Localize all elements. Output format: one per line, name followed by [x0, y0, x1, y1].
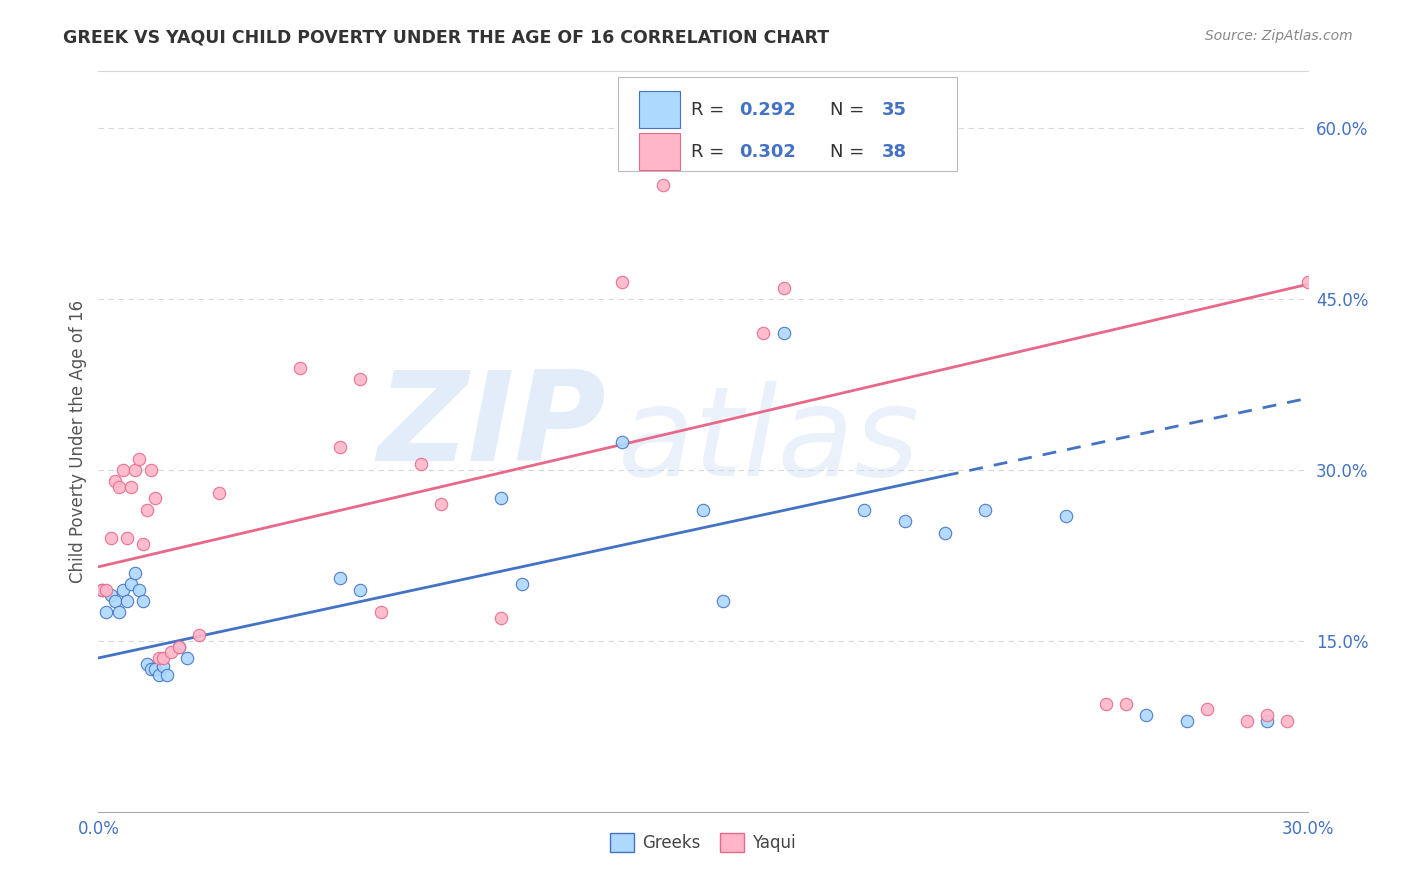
Point	[612, 275, 634, 289]
Point	[176, 651, 198, 665]
Point	[100, 588, 122, 602]
Point	[107, 606, 129, 620]
Point	[115, 532, 138, 546]
Point	[1135, 707, 1157, 722]
Point	[329, 440, 352, 454]
Point	[96, 582, 118, 597]
Point	[1175, 714, 1198, 728]
Point	[651, 178, 673, 193]
Point	[115, 594, 138, 608]
Text: R =: R =	[690, 143, 730, 161]
Point	[128, 451, 150, 466]
Point	[1236, 714, 1258, 728]
Point	[772, 326, 794, 341]
Point	[711, 594, 734, 608]
Text: atlas: atlas	[619, 381, 921, 502]
Point	[100, 532, 122, 546]
Point	[208, 485, 231, 500]
Point	[167, 640, 190, 654]
Legend: Greeks, Yaqui: Greeks, Yaqui	[603, 826, 803, 859]
Point	[148, 651, 170, 665]
Text: ZIP: ZIP	[378, 367, 606, 487]
Point	[111, 463, 134, 477]
FancyBboxPatch shape	[638, 134, 681, 170]
Point	[132, 594, 155, 608]
Point	[752, 326, 775, 341]
Point	[91, 582, 114, 597]
Y-axis label: Child Poverty Under the Age of 16: Child Poverty Under the Age of 16	[69, 300, 87, 583]
Point	[96, 606, 118, 620]
FancyBboxPatch shape	[619, 77, 957, 171]
Point	[1296, 275, 1319, 289]
Point	[91, 582, 114, 597]
Text: N =: N =	[830, 143, 870, 161]
FancyBboxPatch shape	[638, 92, 681, 128]
Text: 35: 35	[882, 101, 907, 119]
Point	[143, 491, 166, 506]
Point	[139, 463, 162, 477]
Text: 0.302: 0.302	[740, 143, 796, 161]
Point	[510, 577, 533, 591]
Point	[491, 491, 513, 506]
Point	[1115, 697, 1137, 711]
Point	[893, 514, 915, 528]
Point	[934, 525, 956, 540]
Point	[612, 434, 634, 449]
Point	[430, 497, 453, 511]
Point	[167, 640, 190, 654]
Point	[135, 657, 157, 671]
Point	[132, 537, 155, 551]
Point	[1277, 714, 1299, 728]
Point	[148, 668, 170, 682]
Text: 38: 38	[882, 143, 907, 161]
Point	[772, 281, 794, 295]
Point	[135, 503, 157, 517]
Point	[1256, 707, 1278, 722]
Point	[156, 668, 179, 682]
Point	[974, 503, 997, 517]
Point	[103, 475, 125, 489]
Point	[143, 662, 166, 676]
Point	[853, 503, 876, 517]
Text: Source: ZipAtlas.com: Source: ZipAtlas.com	[1205, 29, 1353, 43]
Point	[160, 645, 183, 659]
Point	[349, 582, 371, 597]
Point	[120, 577, 142, 591]
Point	[128, 582, 150, 597]
Point	[188, 628, 211, 642]
Point	[692, 503, 714, 517]
Point	[120, 480, 142, 494]
Point	[152, 651, 174, 665]
Text: N =: N =	[830, 101, 870, 119]
Point	[288, 360, 311, 375]
Text: R =: R =	[690, 101, 730, 119]
Point	[329, 571, 352, 585]
Point	[349, 372, 371, 386]
Point	[139, 662, 162, 676]
Point	[152, 659, 174, 673]
Point	[1054, 508, 1077, 523]
Point	[1195, 702, 1218, 716]
Text: GREEK VS YAQUI CHILD POVERTY UNDER THE AGE OF 16 CORRELATION CHART: GREEK VS YAQUI CHILD POVERTY UNDER THE A…	[63, 29, 830, 46]
Text: 0.292: 0.292	[740, 101, 796, 119]
Point	[124, 463, 146, 477]
Point	[409, 458, 432, 472]
Point	[111, 582, 134, 597]
Point	[103, 594, 125, 608]
Point	[1256, 714, 1278, 728]
Point	[370, 606, 392, 620]
Point	[124, 566, 146, 580]
Point	[107, 480, 129, 494]
Point	[491, 611, 513, 625]
Point	[1095, 697, 1118, 711]
